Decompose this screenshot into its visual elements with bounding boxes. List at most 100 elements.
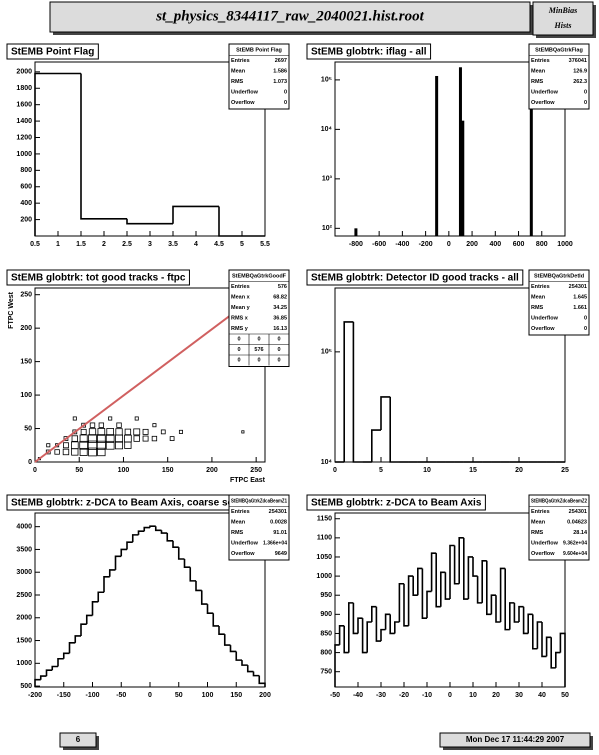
histogram-bin <box>39 675 47 680</box>
panel-title: StEMB globtrk: z-DCA to Beam Axis, coars… <box>11 498 247 509</box>
stats-grid-cell: 0 <box>277 337 280 343</box>
cell-box <box>96 440 106 450</box>
y-tick-label: 1000 <box>16 151 32 158</box>
histogram-bin <box>394 621 400 634</box>
title-box <box>306 269 524 286</box>
y-tick-label: 4000 <box>16 524 32 531</box>
histogram-bin <box>421 568 427 619</box>
y-tick-label: 850 <box>320 630 332 637</box>
stats-value: 254301 <box>569 284 587 290</box>
cell-box <box>63 442 69 449</box>
histogram-bin <box>407 575 414 626</box>
histogram-bin <box>352 321 363 463</box>
spike <box>461 120 465 236</box>
y-tick-label: 250 <box>20 292 32 299</box>
x-tick-label: 150 <box>230 692 242 699</box>
histogram-bin <box>366 621 372 653</box>
x-tick-label: 200 <box>466 241 478 248</box>
x-tick-label: -800 <box>349 241 363 248</box>
panel: 0 5 10 15 20 25 10⁴ 10⁵ StEMB globtrk: Detector … <box>306 269 590 474</box>
stats-value: 0.0028 <box>270 520 287 526</box>
title-box <box>306 494 486 511</box>
y-tick-label: 3000 <box>16 569 32 576</box>
histogram-bin <box>430 552 437 592</box>
y-tick-label: 150 <box>20 358 32 365</box>
histogram-bin <box>258 675 266 687</box>
cell-box <box>134 416 139 421</box>
cell-box <box>142 428 149 435</box>
stats-name: StEMBQaGtrkZdcaBeamZ2 <box>531 499 587 505</box>
x-tick-label: 0 <box>33 467 37 474</box>
x-tick-label: 3 <box>148 241 152 248</box>
x-tick-label: 5.5 <box>260 241 270 248</box>
x-tick-label: 0 <box>448 692 452 699</box>
histogram-bin <box>74 635 81 643</box>
x-tick-label: 4 <box>194 241 198 248</box>
x-tick-label: -30 <box>376 692 386 699</box>
stats-grid-cell: 0 <box>237 337 240 343</box>
cell-box <box>105 434 115 443</box>
histogram-bin <box>486 560 492 616</box>
cell-box <box>115 428 123 436</box>
panel-title: StEMB globtrk: z-DCA to Beam Axis <box>311 498 482 509</box>
histogram-bin <box>467 556 473 600</box>
x-tick-label: 50 <box>561 692 569 699</box>
histogram-bin <box>453 545 460 585</box>
stats-label: Overflow <box>231 551 255 557</box>
histogram-bin <box>114 555 122 570</box>
cell-box <box>71 441 79 450</box>
stats-name: StEMB Point Flag <box>236 48 282 54</box>
cell-box <box>62 448 70 456</box>
x-tick-label: 50 <box>75 467 83 474</box>
cell-box <box>79 434 88 443</box>
date: Mon Dec 17 11:44:29 2007 <box>466 735 565 744</box>
stats-label: Underflow <box>231 90 259 96</box>
histogram-bin <box>476 576 483 604</box>
histogram-bin <box>177 547 185 560</box>
x-tick-label: 10 <box>423 467 431 474</box>
spike <box>354 228 358 236</box>
histogram-bin <box>218 625 225 635</box>
y-tick-label: 800 <box>320 649 332 656</box>
stats-value: 126.9 <box>573 69 587 75</box>
stats-value: 9.604e+04 <box>563 551 588 557</box>
stats-grid-cell: 0 <box>257 358 260 364</box>
histogram-bin <box>252 671 260 677</box>
stats-label: Mean x <box>231 295 251 301</box>
cell-box <box>63 436 69 441</box>
x-tick-label: 800 <box>536 241 548 248</box>
y-tick-label: 750 <box>320 669 332 676</box>
y-tick-label: 400 <box>20 200 32 207</box>
histogram-bin <box>371 605 377 622</box>
histogram-bin <box>357 617 363 634</box>
x-tick-label: 0.5 <box>30 241 40 248</box>
y-tick-label: 10⁵ <box>321 349 332 356</box>
stats-value: 9649 <box>275 551 287 557</box>
y-tick-label: 1600 <box>16 102 32 109</box>
tag-line: Hists <box>554 21 572 30</box>
cell-box <box>151 435 158 442</box>
x-tick-label: 0 <box>148 692 152 699</box>
stats-label: Entries <box>231 509 250 515</box>
histogram-bin <box>57 657 64 667</box>
histogram-bin <box>120 548 127 557</box>
histogram-bin <box>435 553 441 608</box>
histogram-bin <box>343 321 354 462</box>
stats-label: Underflow <box>531 541 559 547</box>
x-tick-label: 4.5 <box>214 241 224 248</box>
stats-label: Overflow <box>531 326 555 332</box>
histogram-bin <box>412 576 418 597</box>
histogram-bin <box>481 560 487 603</box>
stats-label: RMS <box>231 79 244 85</box>
cell-box <box>178 429 183 434</box>
fit-line <box>34 288 266 463</box>
histogram-bin <box>541 621 547 658</box>
histogram-bin <box>440 571 446 607</box>
histogram-bin <box>545 636 552 657</box>
stats-value: 68.82 <box>273 295 287 301</box>
stats-box <box>528 43 590 110</box>
stats-value: 16.13 <box>273 326 287 332</box>
x-tick-label: -200 <box>419 241 433 248</box>
stats-label: Mean <box>231 520 246 526</box>
